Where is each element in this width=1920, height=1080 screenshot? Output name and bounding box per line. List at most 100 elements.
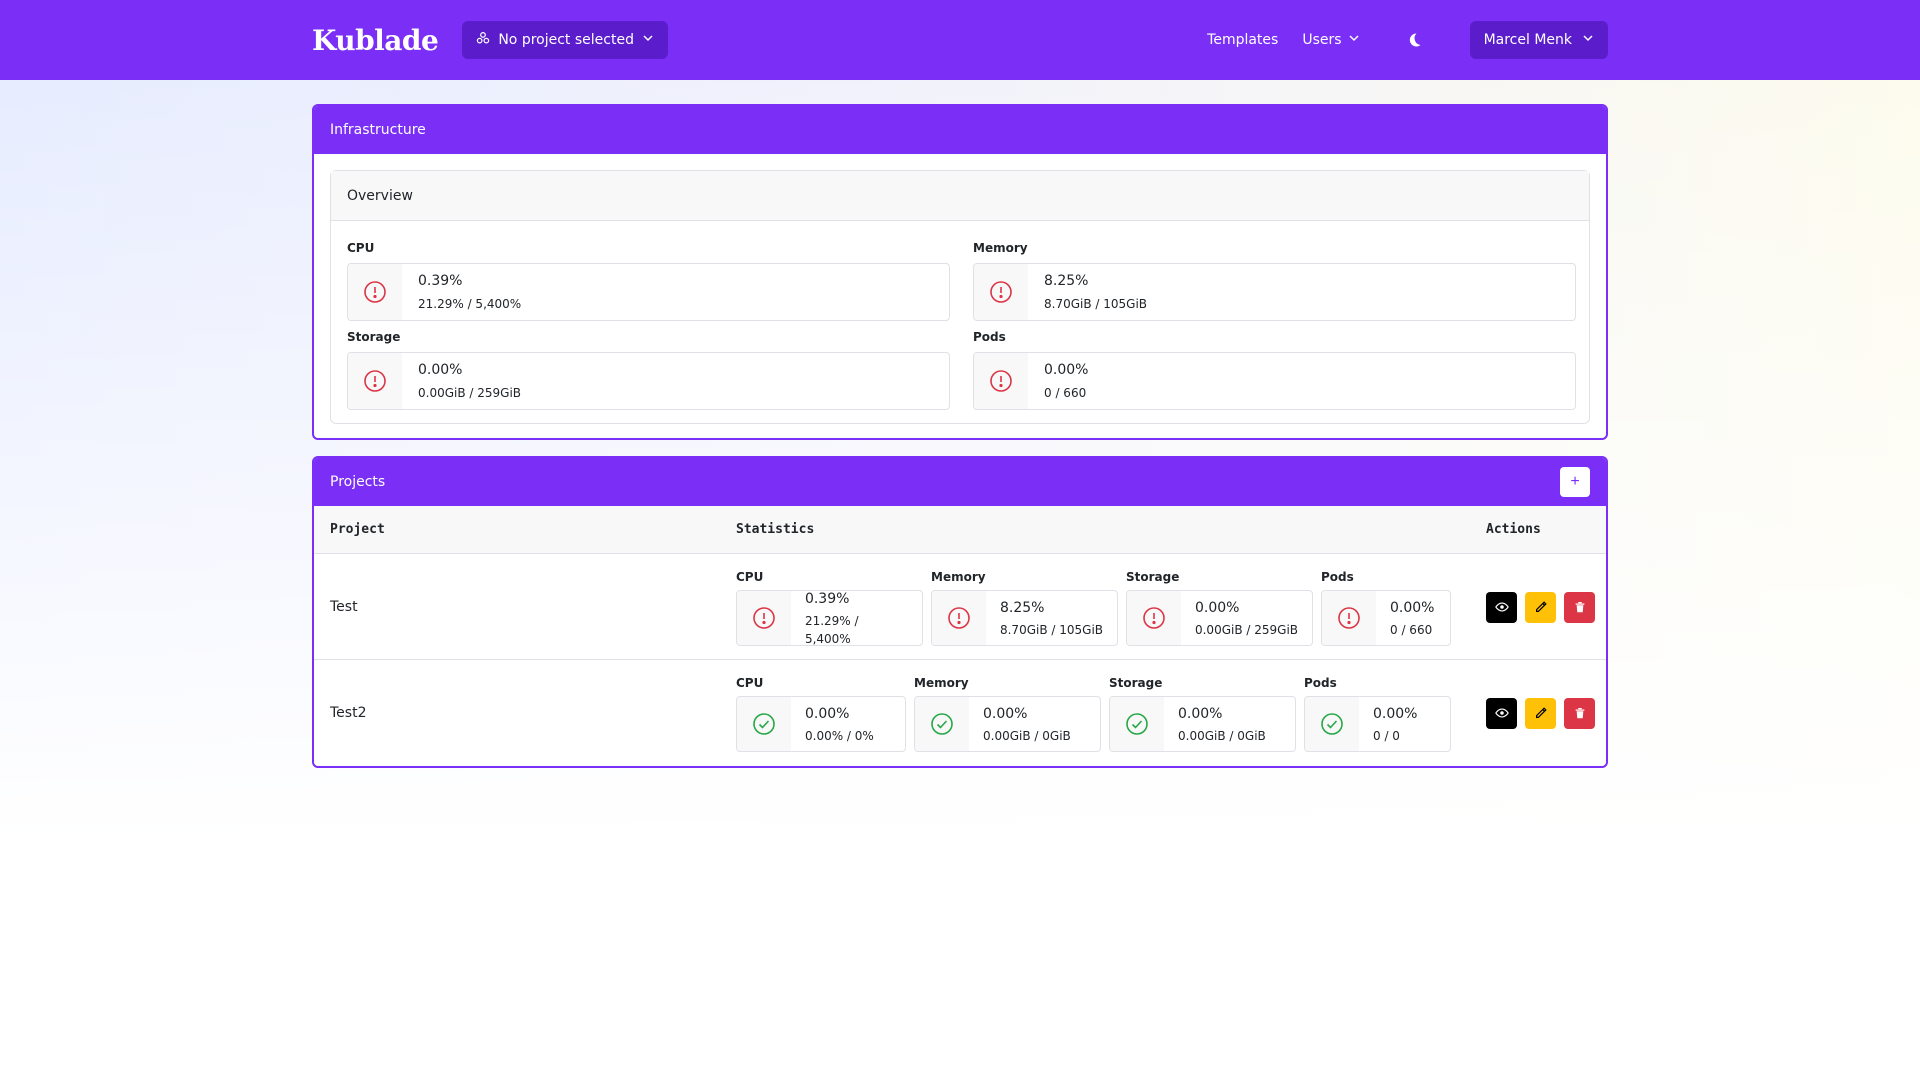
memory-metric-label: Memory <box>973 241 1028 255</box>
cpu-stat: CPU 0.39% 21.29% / 5,400% <box>736 568 923 646</box>
eye-icon <box>1494 708 1509 718</box>
cpu-stat-box: 0.00% 0.00% / 0% <box>736 696 906 752</box>
cpu-stat-box: 0.39% 21.29% / 5,400% <box>736 590 923 646</box>
alert-circle-icon <box>348 264 402 320</box>
view-button[interactable] <box>1486 697 1517 729</box>
pencil-icon <box>1535 707 1547 718</box>
brand-logo[interactable]: Kublade <box>312 23 439 57</box>
pods-stat-value: 0.00% <box>1390 599 1435 616</box>
cpu-metric-value: 0.39% <box>418 273 463 289</box>
memory-metric-detail: 8.70GiB / 105GiB <box>1044 297 1148 311</box>
cpu-metric-box: 0.39% 21.29% / 5,400% <box>347 263 950 321</box>
memory-metric-value: 8.25% <box>1044 273 1089 289</box>
memory-stat-detail: 8.70GiB / 105GiB <box>999 622 1104 637</box>
navbar: Kublade No project selected Templates Us… <box>0 0 1920 80</box>
check-circle-icon <box>1110 697 1164 751</box>
user-menu-label: Marcel Menk <box>1483 32 1572 48</box>
infrastructure-card: Infrastructure Overview CPU 0.39% 21.29%… <box>312 104 1608 440</box>
pods-stat-detail: 0 / 0 <box>1373 728 1400 743</box>
overview-header: Overview <box>331 171 1589 221</box>
view-button[interactable] <box>1486 591 1517 623</box>
check-circle-icon <box>915 697 969 751</box>
pods-stat: Pods 0.00% 0 / 660 <box>1321 568 1451 646</box>
storage-stat-detail: 0.00GiB / 0GiB <box>1178 728 1266 743</box>
eye-icon <box>1494 602 1509 612</box>
project-selector-label: No project selected <box>498 32 634 48</box>
projects-card: Projects + Project Statistics Actions Te… <box>312 456 1608 768</box>
chevron-down-icon <box>1582 32 1594 48</box>
theme-toggle-moon-icon[interactable] <box>1404 30 1424 50</box>
memory-stat-label: Memory <box>931 570 986 584</box>
projects-title: Projects <box>330 474 386 490</box>
pods-stat-box: 0.00% 0 / 0 <box>1304 696 1451 752</box>
delete-button[interactable] <box>1564 697 1595 729</box>
check-circle-icon <box>1305 697 1359 751</box>
cpu-stat-value: 0.00% <box>805 705 850 722</box>
cpu-stat-detail: 0.00% / 0% <box>805 728 874 743</box>
delete-button[interactable] <box>1564 591 1595 623</box>
pods-stat-value: 0.00% <box>1373 705 1418 722</box>
memory-stat-detail: 0.00GiB / 0GiB <box>983 728 1071 743</box>
alert-circle-icon <box>1322 591 1376 645</box>
pods-metric-detail: 0 / 660 <box>1044 386 1087 400</box>
project-selector[interactable]: No project selected <box>462 21 668 59</box>
cpu-stat: CPU 0.00% 0.00% / 0% <box>736 674 906 752</box>
cpu-stat-detail: 21.29% / 5,400% <box>804 613 859 646</box>
storage-stat-value: 0.00% <box>1178 705 1223 722</box>
memory-stat: Memory 8.25% 8.70GiB / 105GiB <box>931 568 1118 646</box>
storage-stat: Storage 0.00% 0.00GiB / 259GiB <box>1126 568 1313 646</box>
cpu-stat-value: 0.39% <box>804 590 850 607</box>
memory-stat: Memory 0.00% 0.00GiB / 0GiB <box>914 674 1101 752</box>
infrastructure-card-header: Infrastructure <box>314 106 1606 154</box>
overview-metrics: CPU 0.39% 21.29% / 5,400% Memory <box>331 221 1589 424</box>
project-name: Test2 <box>330 705 367 721</box>
row-actions <box>1486 554 1595 660</box>
check-circle-icon <box>737 697 791 751</box>
nav-users-dropdown[interactable]: Users <box>1302 32 1359 48</box>
storage-stat-box: 0.00% 0.00GiB / 0GiB <box>1109 696 1296 752</box>
pods-metric-box: 0.00% 0 / 660 <box>973 352 1576 410</box>
memory-stat-box: 0.00% 0.00GiB / 0GiB <box>914 696 1101 752</box>
chevron-down-icon <box>642 32 654 48</box>
infrastructure-title: Infrastructure <box>330 122 426 138</box>
memory-metric: Memory 8.25% 8.70GiB / 105GiB <box>973 239 1576 321</box>
pods-stat: Pods 0.00% 0 / 0 <box>1304 674 1451 752</box>
memory-stat-value: 8.25% <box>999 599 1045 616</box>
edit-button[interactable] <box>1525 591 1556 623</box>
pods-stat-label: Pods <box>1304 676 1337 690</box>
trash-icon <box>1575 708 1584 719</box>
memory-stat-label: Memory <box>914 676 969 690</box>
project-name: Test <box>330 599 358 615</box>
alert-circle-icon <box>974 264 1028 320</box>
cpu-stat-label: CPU <box>736 676 764 690</box>
pods-stat-label: Pods <box>1321 570 1354 584</box>
pods-stat-detail: 0 / 660 <box>1390 622 1433 637</box>
cpu-stat-label: CPU <box>736 570 764 584</box>
projects-icon <box>476 31 490 49</box>
column-header-actions: Actions <box>1486 522 1541 537</box>
memory-metric-box: 8.25% 8.70GiB / 105GiB <box>973 263 1576 321</box>
column-header-statistics: Statistics <box>736 522 815 537</box>
alert-circle-icon <box>737 591 791 645</box>
table-row: Test CPU 0.39% 21.29% / 5,400% Memory <box>314 554 1606 660</box>
user-menu[interactable]: Marcel Menk <box>1469 21 1608 59</box>
storage-stat: Storage 0.00% 0.00GiB / 0GiB <box>1109 674 1296 752</box>
storage-metric: Storage 0.00% 0.00GiB / 259GiB <box>347 328 950 410</box>
trash-icon <box>1575 602 1584 613</box>
cpu-metric-label: CPU <box>347 241 375 255</box>
pods-metric: Pods 0.00% 0 / 660 <box>973 328 1576 410</box>
storage-metric-label: Storage <box>347 330 401 344</box>
memory-stat-box: 8.25% 8.70GiB / 105GiB <box>931 590 1118 646</box>
add-project-button[interactable]: + <box>1560 467 1590 497</box>
pods-metric-value: 0.00% <box>1044 362 1089 378</box>
nav-templates-link[interactable]: Templates <box>1207 32 1278 48</box>
storage-stat-label: Storage <box>1109 676 1163 690</box>
nav-users-label: Users <box>1302 32 1342 48</box>
pods-stat-box: 0.00% 0 / 660 <box>1321 590 1451 646</box>
pencil-icon <box>1535 601 1547 612</box>
edit-button[interactable] <box>1525 697 1556 729</box>
storage-metric-detail: 0.00GiB / 259GiB <box>418 386 522 400</box>
memory-stat-value: 0.00% <box>983 705 1028 722</box>
pods-metric-label: Pods <box>973 330 1006 344</box>
storage-stat-value: 0.00% <box>1194 599 1240 616</box>
